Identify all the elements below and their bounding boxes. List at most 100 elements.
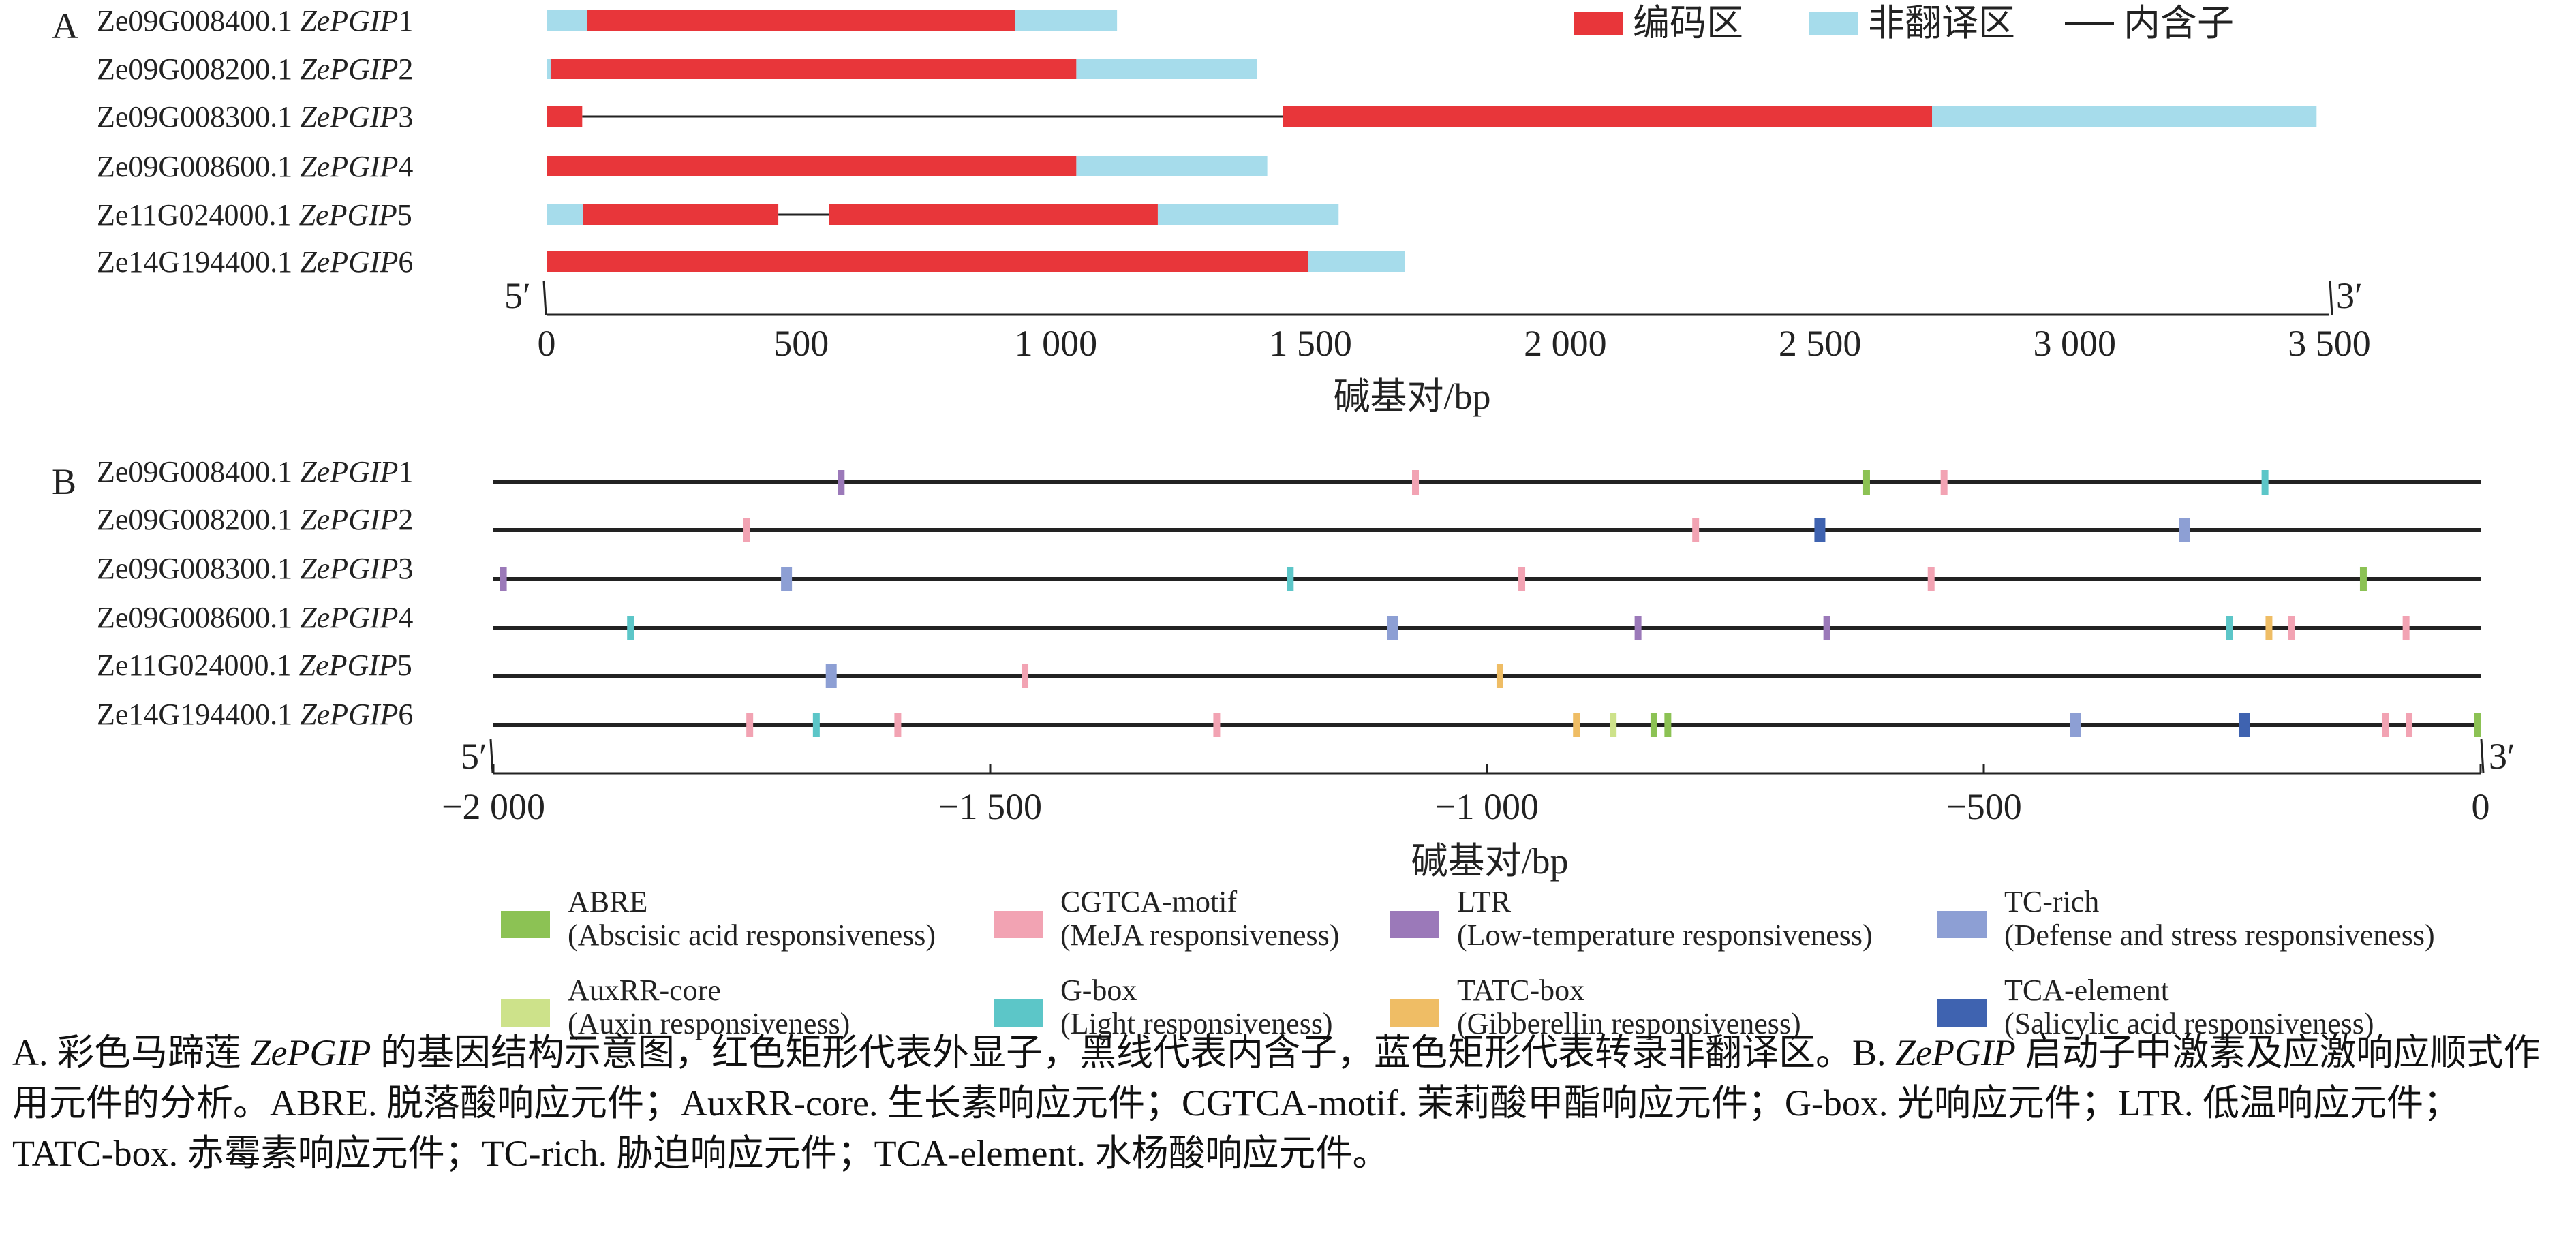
gene-label-id: Ze09G008300.1 <box>97 100 300 134</box>
legend-utr-label: 非翻译区 <box>1868 3 2015 44</box>
promoter-label: Ze09G008300.1 ZePGIP3 <box>97 552 413 585</box>
promoter-label: Ze14G194400.1 ZePGIP6 <box>97 698 413 731</box>
gene-label-id: Ze09G008200.1 <box>97 52 300 86</box>
element-mark-ABRE <box>1862 470 1870 495</box>
axis-end-tick-right <box>2480 739 2485 774</box>
gene-label-id: Ze09G008600.1 <box>97 150 300 183</box>
gene-label: Ze11G024000.1 ZePGIP5 <box>97 198 412 232</box>
gene-label-name: ZePGIP <box>300 100 398 134</box>
legend-cds-swatch <box>1574 12 1623 35</box>
panel-a-gene-structure: A Ze09G008400.1 ZePGIP1 Ze09G008200.1 ZeP… <box>52 3 2371 417</box>
panel-b-label: B <box>52 461 76 502</box>
legend-cds-label: 编码区 <box>1633 3 1743 44</box>
gene-structure-rows: Ze09G008400.1 ZePGIP1 Ze09G008200.1 ZePGI… <box>97 4 2317 279</box>
panel-a-label: A <box>52 5 78 46</box>
caption-a-lead: A. 彩色马蹄莲 <box>12 1032 251 1073</box>
element-mark-CGTCA <box>2406 713 2413 737</box>
caption-b-text: 启动子中激素及应激响应顺式作用元件的分析。ABRE. 脱落酸响应元件；AuxRR… <box>12 1032 2541 1174</box>
element-mark-ABRE <box>1664 713 1672 737</box>
legend-element-name: TATC-box <box>1457 974 1584 1007</box>
axis-3prime-label: 3′ <box>2489 736 2515 777</box>
legend-element-name: LTR <box>1457 885 1512 918</box>
element-mark-Gbox <box>812 713 820 737</box>
gene-row: Ze09G008600.1 ZePGIP4 <box>97 150 1268 183</box>
axis-tick-label: 500 <box>773 323 829 364</box>
promoter-label: Ze09G008200.1 ZePGIP2 <box>97 503 413 536</box>
legend-element-desc: (Gibberellin responsiveness) <box>1457 1007 1801 1040</box>
legend-element-desc: (Low-temperature responsiveness) <box>1457 918 1873 952</box>
promoter-label-name: ZePGIP <box>300 503 398 536</box>
utr-block <box>1076 59 1257 79</box>
axis-tick-label: −2 000 <box>442 786 545 827</box>
legend-element-name: AuxRR-core <box>568 974 721 1007</box>
legend-element-desc: (Auxin responsiveness) <box>568 1007 850 1040</box>
gene-label: Ze09G008600.1 ZePGIP4 <box>97 150 413 183</box>
gene-row: Ze09G008400.1 ZePGIP1 <box>97 4 1118 37</box>
axis-tick-label: 1 000 <box>1015 323 1098 364</box>
legend-swatch-TCA <box>1937 999 1987 1027</box>
axis-end-tick-left <box>542 280 547 315</box>
promoter-label-id: Ze09G008400.1 <box>97 455 300 488</box>
gene-label-name: ZePGIP <box>300 150 398 183</box>
promoter-label-num: 6 <box>398 698 413 731</box>
promoter-row: Ze14G194400.1 ZePGIP6 <box>97 698 2481 737</box>
utr-block <box>1157 204 1339 225</box>
promoter-label-id: Ze11G024000.1 <box>97 649 299 682</box>
promoter-label-num: 3 <box>398 552 413 585</box>
element-mark-TC <box>825 664 837 688</box>
gene-label: Ze09G008300.1 ZePGIP3 <box>97 100 413 134</box>
element-mark-TC <box>2179 518 2190 542</box>
axis-tick-label: −1 000 <box>1435 786 1539 827</box>
panel-a-axis: 5′ 3′ 0 500 1 000 1 500 2 000 2 500 3 000 3 500 碱基… <box>504 275 2371 417</box>
element-mark-CGTCA <box>743 518 750 542</box>
axis-5prime-label: 5′ <box>504 275 531 316</box>
gene-label: Ze09G008200.1 ZePGIP2 <box>97 52 413 86</box>
element-mark-TATC <box>2265 616 2273 640</box>
element-mark-TATC <box>1496 664 1503 688</box>
promoter-label-id: Ze09G008600.1 <box>97 601 300 634</box>
axis-title: 碱基对/bp <box>1411 841 1568 882</box>
element-mark-CGTCA <box>746 713 754 737</box>
axis-end-tick-right <box>2329 280 2333 315</box>
legend-element-name: G-box <box>1060 974 1137 1007</box>
axis-tick-label: 1 500 <box>1269 323 1352 364</box>
gene-label: Ze09G008400.1 ZePGIP1 <box>97 4 413 37</box>
gene-label-name: ZePGIP <box>300 245 398 279</box>
element-mark-CGTCA <box>2402 616 2410 640</box>
axis-tick-label: −500 <box>1946 786 2021 827</box>
legend-element-desc: (MeJA responsiveness) <box>1060 918 1339 952</box>
legend-swatch-ABRE <box>501 911 550 938</box>
gene-label-id: Ze14G194400.1 <box>97 245 300 279</box>
caption-b-gene-name: ZePGIP <box>1895 1032 2016 1073</box>
legend-element-desc: (Defense and stress responsiveness) <box>2004 918 2435 952</box>
promoter-label-name: ZePGIP <box>299 649 397 682</box>
promoter-row: Ze09G008600.1 ZePGIP4 <box>97 601 2481 640</box>
element-mark-ABRE <box>2359 567 2367 591</box>
element-mark-CGTCA <box>1022 664 1029 688</box>
element-mark-CGTCA <box>2288 616 2295 640</box>
element-mark-Gbox <box>2226 616 2233 640</box>
element-mark-TC <box>1387 616 1398 640</box>
element-mark-ABRE <box>1650 713 1657 737</box>
legend-intron-label: 内含子 <box>2123 3 2234 44</box>
element-mark-LTR <box>1823 616 1830 640</box>
gene-label-num: 2 <box>398 52 413 86</box>
legend-element-desc: (Salicylic acid responsiveness) <box>2004 1007 2374 1040</box>
gene-row: Ze14G194400.1 ZePGIP6 <box>97 245 1405 279</box>
element-mark-LTR <box>500 567 507 591</box>
legend-item: TC-rich(Defense and stress responsivenes… <box>1937 885 2435 952</box>
element-mark-TCA <box>2238 713 2250 737</box>
utr-block <box>1076 156 1268 176</box>
promoter-label-id: Ze14G194400.1 <box>97 698 300 731</box>
axis-5prime-label: 5′ <box>461 736 487 777</box>
promoter-row: Ze11G024000.1 ZePGIP5 <box>97 649 2481 688</box>
element-mark-CGTCA <box>894 713 902 737</box>
utr-block <box>1308 251 1405 272</box>
promoter-row: Ze09G008300.1 ZePGIP3 <box>97 552 2481 591</box>
axis-tick-label: 3 000 <box>2034 323 2117 364</box>
promoter-label-name: ZePGIP <box>300 601 398 634</box>
gene-label-id: Ze11G024000.1 <box>97 198 299 232</box>
cds-block <box>583 204 779 225</box>
cds-block <box>587 10 1015 31</box>
